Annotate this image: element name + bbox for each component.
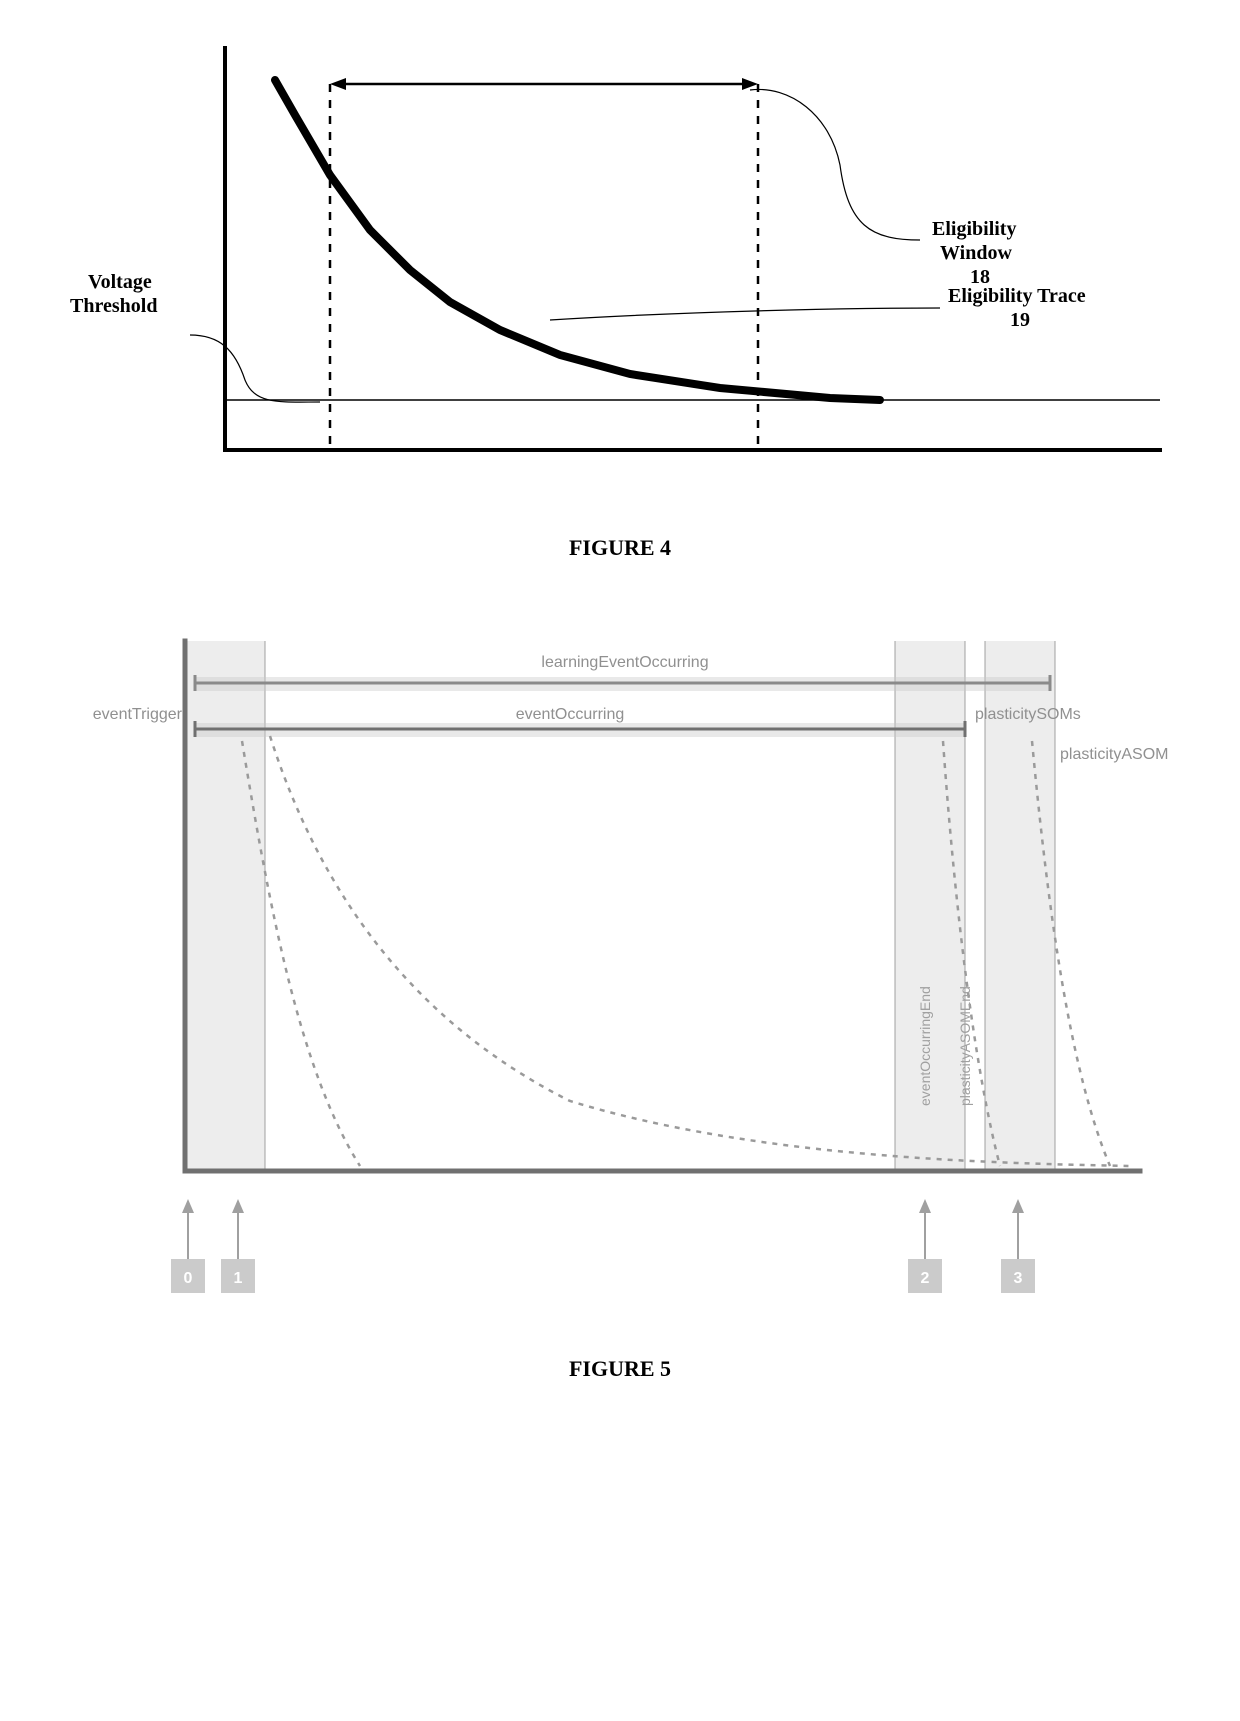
fig5-marker-2: 2 xyxy=(908,1199,942,1293)
fig4-arrowhead-left xyxy=(330,78,346,90)
fig4-callout-trace xyxy=(550,308,940,320)
fig4-label-window-l1: Eligibility xyxy=(932,218,1016,240)
figure-4-svg: Voltage Threshold Eligibility Window 18 … xyxy=(70,30,1170,510)
figure-4-block: Voltage Threshold Eligibility Window 18 … xyxy=(60,30,1180,561)
fig5-marker-3: 3 xyxy=(1001,1199,1035,1293)
fig5-marker-2-num: 2 xyxy=(921,1270,930,1287)
fig4-eligibility-trace-curve xyxy=(275,80,880,400)
fig5-band-0 xyxy=(185,641,265,1171)
fig5-marker-1: 1 xyxy=(221,1199,255,1293)
fig4-label-threshold: Voltage Threshold xyxy=(70,271,157,317)
fig4-label-trace-l1: Eligibility Trace xyxy=(948,285,1086,307)
figure-5-caption: FIGURE 5 xyxy=(60,1356,1180,1382)
fig4-arrowhead-right xyxy=(742,78,758,90)
fig5-label-plasticity-asom: plasticityASOM xyxy=(1060,746,1168,763)
fig5-marker-3-num: 3 xyxy=(1014,1270,1023,1287)
fig5-label-event-trigger: eventTrigger xyxy=(93,706,183,723)
fig5-vert-eoe: eventOccurringEnd xyxy=(917,986,933,1106)
fig5-marker-0-num: 0 xyxy=(184,1270,193,1287)
fig5-label-plasticity-soms: plasticitySOMs xyxy=(975,706,1081,723)
fig4-label-window-l2: Window xyxy=(940,242,1012,264)
figure-5-svg: learningEventOccurring eventTrigger even… xyxy=(70,611,1170,1331)
fig4-label-trace-l2: 19 xyxy=(1010,309,1030,331)
figure-5-block: learningEventOccurring eventTrigger even… xyxy=(60,611,1180,1382)
fig5-label-learning: learningEventOccurring xyxy=(541,654,708,671)
fig4-callout-window xyxy=(750,89,920,240)
fig5-vert-pae: plasticityASOMEnd xyxy=(957,986,973,1106)
fig4-callout-threshold xyxy=(190,335,320,402)
fig5-marker-1-num: 1 xyxy=(234,1270,243,1287)
fig4-label-threshold-l1: Voltage xyxy=(88,271,152,293)
fig4-label-trace: Eligibility Trace 19 xyxy=(948,285,1091,331)
fig4-label-window: Eligibility Window 18 xyxy=(932,218,1021,288)
figure-4-caption: FIGURE 4 xyxy=(60,535,1180,561)
fig4-label-threshold-l2: Threshold xyxy=(70,295,157,317)
fig5-marker-0: 0 xyxy=(171,1199,205,1293)
fig5-label-event-occurring: eventOccurring xyxy=(516,706,625,723)
